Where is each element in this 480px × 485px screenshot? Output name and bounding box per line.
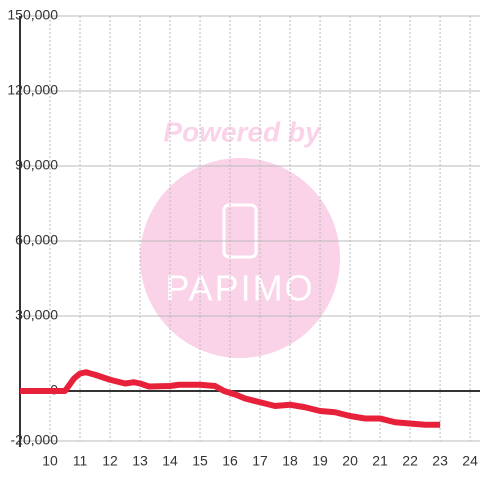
- x-tick-label: 23: [432, 453, 448, 469]
- watermark-text: Powered by: [163, 116, 322, 147]
- x-tick-label: 18: [282, 453, 298, 469]
- x-tick-label: 14: [162, 453, 178, 469]
- y-tick-label: 90,000: [15, 157, 58, 173]
- x-tick-label: 12: [102, 453, 118, 469]
- watermark-phone: [222, 203, 258, 259]
- y-tick-label: -20,000: [11, 432, 59, 448]
- line: [20, 369, 441, 428]
- y-tick-label: 120,000: [7, 82, 58, 98]
- x-tick-label: 10: [42, 453, 58, 469]
- x-tick-label: 13: [132, 453, 148, 469]
- y-tick-label: 30,000: [15, 307, 58, 323]
- x-tick-label: 11: [73, 453, 88, 469]
- x-tick-label: 17: [252, 453, 268, 469]
- x-tick-label: 21: [372, 453, 388, 469]
- y-tick-label: 150,000: [7, 7, 58, 23]
- x-tick-label: 19: [312, 453, 328, 469]
- x-tick-label: 16: [222, 453, 238, 469]
- x-tick-label: 15: [192, 453, 208, 469]
- x-tick-label: 20: [342, 453, 358, 469]
- x-tick-label: 22: [402, 453, 418, 469]
- watermark-brand: PAPIMO: [165, 268, 314, 309]
- x-tick-label: 24: [462, 453, 478, 469]
- y-tick-label: 60,000: [15, 232, 58, 248]
